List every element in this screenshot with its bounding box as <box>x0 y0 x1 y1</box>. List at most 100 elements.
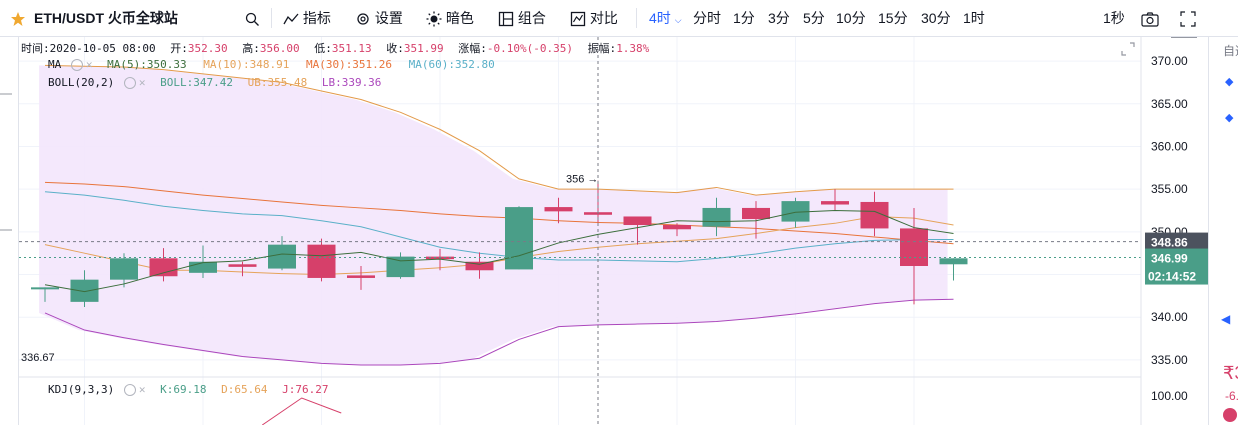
ma30-line <box>44 181 954 245</box>
drop-icon: ◆ <box>1225 76 1234 88</box>
change-value: -0.10%(-0.35) <box>486 42 573 55</box>
compare-button[interactable]: 对比 <box>570 0 618 36</box>
expand-pane-icon[interactable] <box>1121 42 1135 59</box>
compare-icon <box>570 12 586 27</box>
amplitude-value: 1.38% <box>616 42 650 55</box>
boll-legend-name: BOLL(20,2) <box>48 76 115 89</box>
fullscreen-icon[interactable] <box>1180 0 1196 36</box>
sun-icon <box>426 11 442 27</box>
active-interval-label: 4时 <box>649 10 671 26</box>
price-axis-tick: 340.00 <box>1151 310 1188 324</box>
high-label: 高: <box>242 42 260 55</box>
price-axis-tick: 360.00 <box>1151 139 1188 153</box>
layout-button[interactable]: 组合 <box>498 0 546 36</box>
time-label: 时间: <box>21 42 50 55</box>
interval-option[interactable]: 1时 <box>963 10 985 26</box>
candle-body <box>663 225 691 230</box>
high-value: 356.00 <box>259 42 300 55</box>
ma10-value: MA(10):348.91 <box>203 58 290 71</box>
refresh-rate-select[interactable]: 1秒 <box>1103 10 1125 26</box>
ohlc-info-bar: 时间:2020-10-05 08:00 开:352.30 高:356.00 低:… <box>21 40 649 56</box>
settings-icon[interactable] <box>123 77 136 89</box>
boll-legend: BOLL(20,2) ✕ BOLL:347.42 UB:355.48 LB:33… <box>48 76 381 89</box>
crosshair-price-label: 348.86 <box>1151 236 1188 250</box>
candle-body <box>900 228 928 266</box>
candle-body <box>386 256 415 278</box>
candle-body <box>70 279 99 302</box>
price-axis-tick: 365.00 <box>1151 97 1188 111</box>
drop-icon: ◆ <box>1225 112 1234 124</box>
ma30-value: MA(30):351.26 <box>305 58 393 71</box>
bollinger-lower-line <box>44 298 954 366</box>
candle-body <box>110 258 138 280</box>
interval-option[interactable]: 30分 <box>921 10 951 26</box>
kdj-k-value: K:69.18 <box>160 383 207 396</box>
candlestick-chart[interactable]: 356 →336.67370.00365.00360.00355.00350.0… <box>19 37 1208 425</box>
layout-icon <box>498 12 514 27</box>
search-icon[interactable] <box>245 0 260 36</box>
theme-button[interactable]: 暗色 <box>426 0 474 36</box>
ma-legend: MA ✕ MA(5):350.33 MA(10):348.91 MA(30):3… <box>48 58 495 71</box>
symbol-title[interactable]: ETH/USDT 火币全球站 <box>34 10 178 26</box>
change-label: 涨幅: <box>458 42 487 55</box>
candle-body <box>465 261 494 271</box>
watchlist-panel: 自选 ◆ ◆ ◀ ₹3 -6.0 <box>1208 37 1238 425</box>
settings-label: 设置 <box>374 10 403 26</box>
last-price-label-bg <box>1145 248 1208 285</box>
speaker-icon[interactable]: ◀ <box>1221 312 1231 326</box>
interval-option[interactable]: 分时 <box>693 10 721 26</box>
interval-option[interactable]: 5分 <box>803 10 825 26</box>
camera-icon[interactable] <box>1141 0 1159 36</box>
low-price-marker: 336.67 <box>21 352 55 364</box>
theme-label: 暗色 <box>445 10 474 26</box>
high-price-marker: 356 → <box>566 174 598 186</box>
ma60-value: MA(60):352.80 <box>408 58 495 71</box>
candle-body <box>781 201 810 222</box>
favorite-star-icon[interactable] <box>10 0 26 36</box>
last-price-label: 346.99 <box>1151 252 1188 266</box>
boll-mid-value: BOLL:347.42 <box>160 76 233 89</box>
close-icon[interactable]: ✕ <box>138 383 146 396</box>
ma60-line <box>44 191 954 263</box>
alert-icon[interactable] <box>1223 408 1237 422</box>
indicators-button[interactable]: 指标 <box>283 0 331 36</box>
boll-lb-value: LB:339.36 <box>321 76 382 89</box>
interval-option[interactable]: 1分 <box>733 10 755 26</box>
candle-countdown-label: 02:14:52 <box>1148 270 1196 284</box>
price-axis-tick: 100.00 <box>1151 389 1188 403</box>
settings-icon[interactable] <box>70 59 83 71</box>
open-label: 开: <box>170 42 188 55</box>
candle-body <box>623 216 652 226</box>
compare-label: 对比 <box>589 10 618 26</box>
left-toolbar <box>0 37 19 425</box>
watchlist-change: -6.0 <box>1225 389 1238 403</box>
close-label: 收: <box>386 42 404 55</box>
kdj-d-value: D:65.64 <box>221 383 268 396</box>
indicators-label: 指标 <box>302 10 331 26</box>
ma-legend-name: MA <box>48 58 62 71</box>
settings-button[interactable]: 设置 <box>355 0 403 36</box>
close-icon[interactable]: ✕ <box>85 58 93 71</box>
time-value: 2020-10-05 08:00 <box>49 42 156 55</box>
price-axis-tick: 355.00 <box>1151 182 1188 196</box>
bollinger-upper-line <box>44 64 954 196</box>
settings-icon[interactable] <box>123 384 136 396</box>
watchlist-price: ₹3 <box>1223 363 1238 383</box>
watchlist-label[interactable]: 自选 <box>1223 44 1238 58</box>
layout-label: 组合 <box>517 10 546 26</box>
interval-option[interactable]: 3分 <box>768 10 790 26</box>
candle-body <box>31 287 59 290</box>
interval-active-4h[interactable]: 4时 ⌵ <box>649 0 682 36</box>
interval-option[interactable]: 15分 <box>878 10 908 26</box>
candle-body <box>189 261 217 273</box>
open-value: 352.30 <box>187 42 228 55</box>
indicators-icon <box>283 13 299 25</box>
price-axis-tick: 370.00 <box>1151 54 1188 68</box>
interval-option[interactable]: 10分 <box>836 10 866 26</box>
price-axis-background <box>1141 37 1208 425</box>
candle-body <box>742 207 770 220</box>
close-icon[interactable]: ✕ <box>138 76 146 89</box>
toolbar-divider <box>636 8 637 28</box>
chart-area[interactable]: 356 → 336.67 370.00 365.00 360.00 355.00 350.0… <box>19 37 1208 425</box>
candle-body <box>821 201 849 205</box>
